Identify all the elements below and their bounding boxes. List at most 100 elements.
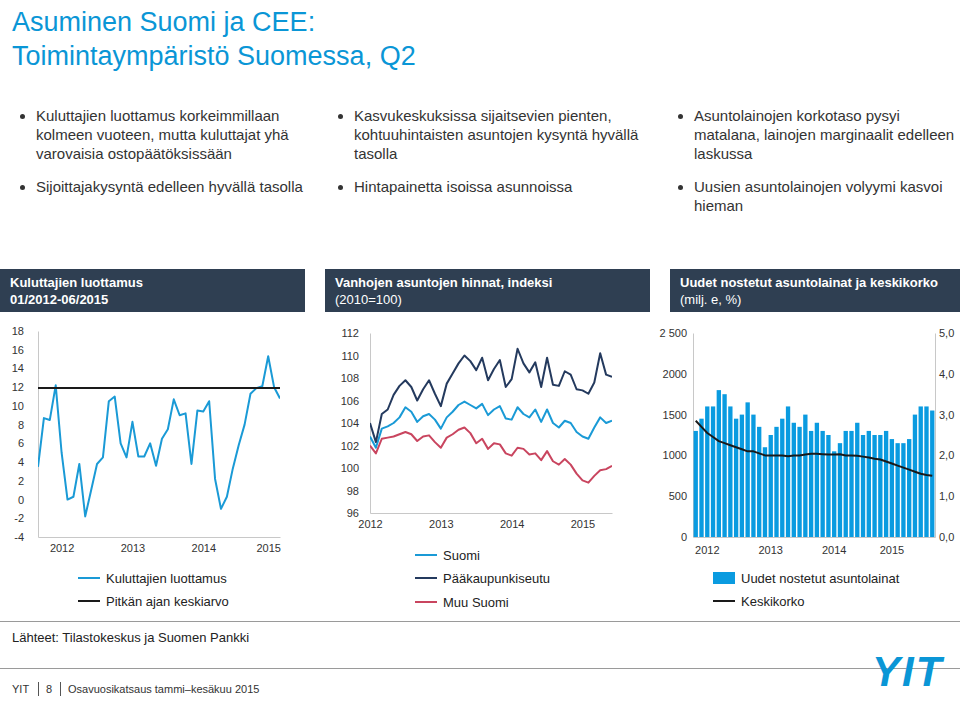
bar (907, 439, 911, 537)
tick-label: 2012 (695, 544, 719, 556)
x-axis-tick: 2013 (121, 537, 145, 554)
chart: 9698100102104106108110112201220132014201… (341, 327, 613, 610)
y-axis-tick: 1500 (663, 409, 693, 421)
legend-swatch (78, 600, 100, 602)
y-axis-tick: 1000 (663, 449, 693, 461)
bar (699, 419, 703, 537)
tick-label: 1500 (663, 409, 687, 421)
tick-label: 0,0 (939, 531, 954, 543)
tick-label: 2015 (571, 518, 595, 530)
y-axis-tick: 112 (341, 327, 370, 339)
legend: SuomiPääkaupunkiseutuMuu Suomi (415, 548, 550, 610)
x-axis: 2012201320142015 (694, 537, 936, 556)
tick-label: 1000 (663, 449, 687, 461)
tick-label: 2,0 (939, 449, 954, 461)
bar (930, 411, 934, 537)
slide: Asuminen Suomi ja CEE:Toimintaympäristö … (0, 0, 960, 701)
line (696, 421, 933, 476)
x-axis-tick: 2012 (695, 537, 719, 556)
y2-axis-line (935, 334, 936, 538)
tick-label: 104 (341, 417, 359, 429)
bar (780, 419, 784, 537)
bar (786, 406, 790, 537)
tick-label: 110 (341, 350, 359, 362)
tick-label: 0 (681, 531, 687, 543)
x-axis-tick: 2012 (50, 537, 74, 554)
bar (803, 415, 807, 537)
chart: 05001000150020002 5000,01,02,03,04,05,02… (659, 327, 954, 609)
bar (890, 439, 894, 537)
y-axis-tick: 6 (18, 437, 38, 449)
bar (826, 435, 830, 537)
tick-label: 500 (669, 490, 687, 502)
y-axis: -4-2024681012141618 (12, 325, 39, 543)
tick-label: 98 (347, 485, 359, 497)
bar (757, 427, 761, 537)
chart-subtitle: (2010=100) (335, 291, 642, 308)
line (370, 349, 612, 442)
legend-item: Suomi (415, 548, 480, 563)
tick-label: 4 (18, 456, 24, 468)
tick-label: 2014 (192, 542, 216, 554)
legend-swatch (415, 554, 437, 556)
tick-label: 16 (12, 344, 24, 356)
bar (872, 435, 876, 537)
x-axis-line (694, 537, 936, 538)
footer-report: Osavuosikatsaus tammi–kesäkuu 2015 (68, 683, 259, 695)
bullet-list: Kasvukeskuksissa sijaitsevien pienten, k… (332, 106, 654, 210)
y-axis-tick: 102 (341, 440, 370, 452)
y2-axis-tick: 1,0 (935, 490, 954, 502)
y-axis-tick: 8 (18, 419, 38, 431)
legend-swatch (415, 601, 437, 603)
legend: Kuluttajien luottamusPitkän ajan keskiar… (78, 571, 229, 609)
tick-label: 100 (341, 462, 359, 474)
bar (728, 406, 732, 537)
bullet: Hintapainetta isoissa asunnoissa (354, 177, 654, 196)
tick-label: 108 (341, 372, 359, 384)
legend-label: Suomi (443, 548, 480, 563)
y-axis-tick: 98 (347, 485, 370, 497)
x-axis-tick: 2015 (880, 537, 904, 556)
y-axis-tick: 18 (12, 325, 38, 337)
bar (740, 415, 744, 537)
bullet-list: Kuluttajien luottamus korkeimmillaan kol… (14, 106, 316, 210)
bar (919, 406, 923, 537)
line (38, 356, 280, 516)
bar (797, 427, 801, 537)
tick-label: 8 (18, 419, 24, 431)
tick-label: 5,0 (939, 327, 954, 339)
chart-subtitle: (milj. e, %) (680, 291, 952, 308)
y-axis-tick: 4 (18, 456, 38, 468)
x-axis-tick: 2013 (429, 513, 453, 530)
y-axis-tick: 2 500 (659, 327, 693, 339)
footer-page: 8 (46, 683, 52, 695)
bar (820, 431, 824, 537)
slide-title: Asuminen Suomi ja CEE: (12, 6, 315, 38)
line (370, 402, 612, 448)
chart-header: Uudet nostetut asuntolainat ja keskikork… (670, 269, 960, 312)
legend-label: Pääkaupunkiseutu (443, 571, 550, 586)
tick-label: 3,0 (939, 409, 954, 421)
legend-item: Pääkaupunkiseutu (415, 571, 550, 586)
y-axis-tick: -4 (14, 531, 38, 543)
legend-swatch (415, 577, 437, 579)
tick-label: 96 (347, 507, 359, 519)
legend-label: Kuluttajien luottamus (106, 571, 227, 586)
rule (0, 668, 960, 669)
chart-title: Uudet nostetut asuntolainat ja keskikork… (680, 274, 952, 291)
x-axis-line (39, 537, 281, 538)
tick-label: 2014 (500, 518, 524, 530)
tick-label: 2012 (50, 542, 74, 554)
y-axis-tick: 100 (341, 462, 370, 474)
tick-label: 10 (12, 400, 24, 412)
bullet: Kuluttajien luottamus korkeimmillaan kol… (36, 106, 316, 163)
tick-label: 0 (18, 494, 24, 506)
bullet: Asuntolainojen korkotaso pysyi matalana,… (694, 106, 960, 163)
bar (809, 431, 813, 537)
bar (913, 415, 917, 537)
bullet: Kasvukeskuksissa sijaitsevien pienten, k… (354, 106, 654, 163)
bar (694, 431, 698, 537)
logo: YIT (872, 648, 943, 696)
source: Lähteet: Tilastokeskus ja Suomen Pankki (12, 630, 249, 645)
bar (838, 443, 842, 537)
